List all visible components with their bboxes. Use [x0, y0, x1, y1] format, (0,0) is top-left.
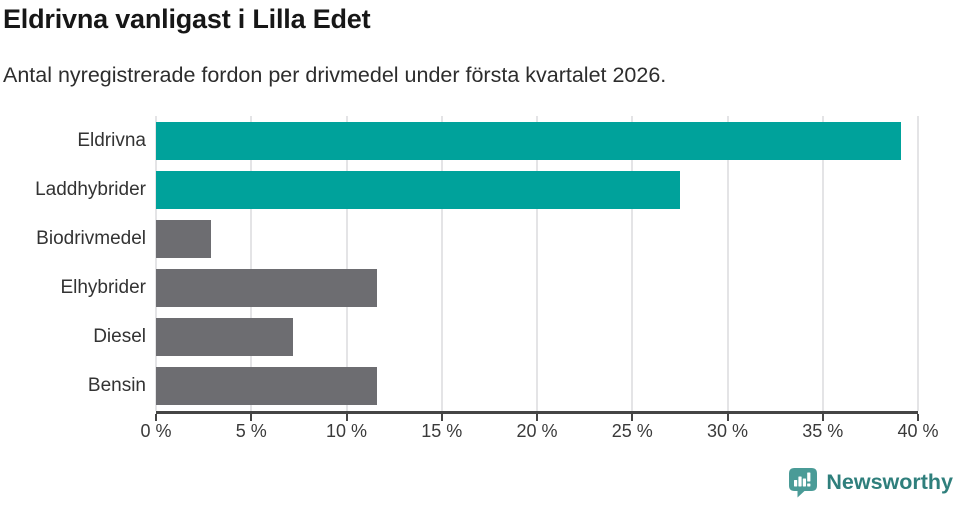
plot-area — [155, 116, 919, 414]
x-tick-label-10: 10 % — [325, 421, 368, 441]
gridline-0 — [155, 116, 157, 411]
x-tick-35 — [821, 414, 824, 421]
x-tick-label-30: 30 % — [706, 421, 749, 441]
gridline-40 — [917, 116, 919, 411]
x-tick-label-20: 20 % — [516, 421, 558, 441]
x-tick-5 — [250, 414, 253, 421]
x-tick-label-0: 0 % — [140, 421, 172, 441]
category-label-elhybrider: Elhybrider — [60, 277, 146, 299]
gridline-10 — [345, 116, 348, 411]
newsworthy-wordmark: Newsworthy — [826, 470, 953, 494]
x-tick-label-15: 15 % — [421, 421, 463, 441]
gridline-35 — [821, 116, 824, 411]
category-label-diesel: Diesel — [93, 326, 146, 348]
x-tick-label-40: 40 % — [897, 421, 939, 441]
chart-subtitle: Antal nyregistrerade fordon per drivmede… — [3, 63, 667, 87]
gridline-30 — [726, 116, 729, 411]
x-tick-20 — [536, 414, 538, 421]
chart-title: Eldrivna vanligast i Lilla Edet — [3, 4, 371, 34]
bar-laddhybrider — [156, 170, 680, 209]
gridline-15 — [440, 116, 443, 411]
x-tick-15 — [440, 414, 443, 421]
bar-eldrivna — [156, 121, 901, 160]
x-tick-0 — [155, 414, 157, 421]
bar-elhybrider — [156, 269, 377, 308]
newsworthy-icon — [789, 468, 818, 498]
x-tick-25 — [631, 414, 634, 421]
gridline-5 — [250, 116, 253, 411]
bar-biodrivmedel — [156, 219, 212, 258]
gridline-25 — [631, 116, 634, 411]
category-label-eldrivna: Eldrivna — [77, 129, 146, 151]
x-tick-10 — [345, 414, 348, 421]
x-tick-label-5: 5 % — [235, 421, 267, 441]
x-tick-label-35: 35 % — [802, 421, 844, 441]
bar-diesel — [156, 318, 294, 357]
category-label-laddhybrider: Laddhybrider — [35, 178, 146, 200]
bar-bensin — [156, 367, 377, 406]
newsworthy-logo: Newsworthy — [788, 467, 953, 498]
gridline-20 — [536, 116, 538, 411]
category-label-bensin: Bensin — [87, 375, 146, 397]
x-tick-40 — [917, 414, 919, 421]
x-tick-label-25: 25 % — [611, 421, 653, 441]
x-tick-30 — [726, 414, 729, 421]
category-label-biodrivmedel: Biodrivmedel — [36, 227, 146, 249]
